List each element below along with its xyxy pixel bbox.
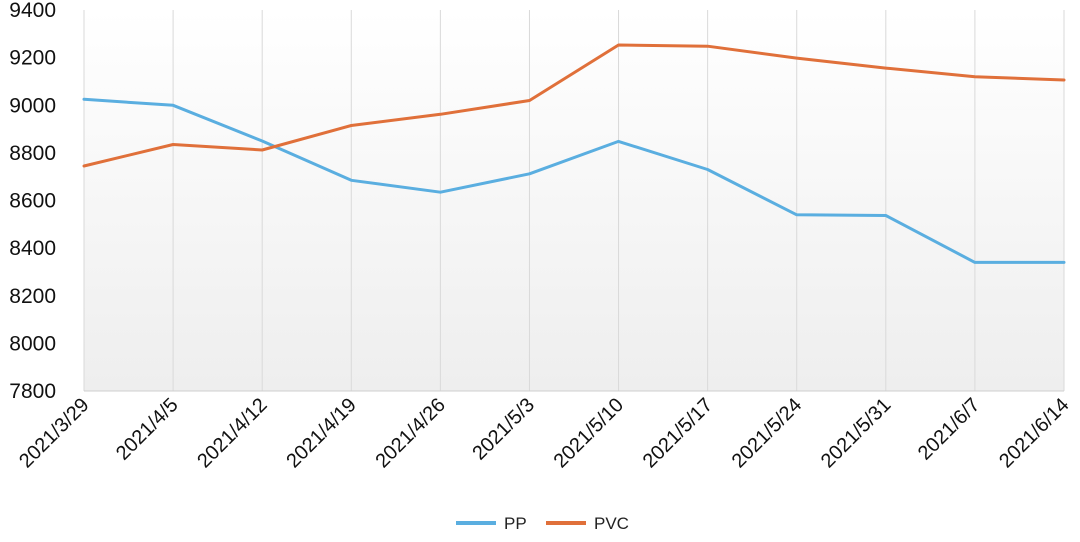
x-tick-label: 2021/4/19 bbox=[282, 394, 360, 472]
x-tick-label: 2021/3/29 bbox=[15, 394, 93, 472]
y-tick-label: 9200 bbox=[9, 47, 56, 70]
y-axis: 7800 8000 8200 8400 8600 8800 9000 9200 9400 bbox=[9, 0, 56, 403]
y-tick-label: 8800 bbox=[9, 142, 56, 165]
x-axis: 2021/3/29 2021/4/5 2021/4/12 2021/4/19 2021/… bbox=[15, 394, 1073, 472]
plot-area bbox=[84, 10, 1064, 391]
y-tick-label: 8600 bbox=[9, 190, 56, 213]
y-tick-label: 8200 bbox=[9, 285, 56, 308]
y-tick-label: 9400 bbox=[9, 0, 56, 22]
x-tick-label: 2021/6/7 bbox=[914, 394, 985, 465]
y-tick-label: 8400 bbox=[9, 237, 56, 260]
y-tick-label: 7800 bbox=[9, 380, 56, 403]
x-tick-label: 2021/4/26 bbox=[371, 394, 449, 472]
y-tick-label: 9000 bbox=[9, 94, 56, 117]
x-tick-label: 2021/5/3 bbox=[468, 394, 539, 465]
x-tick-label: 2021/4/12 bbox=[193, 394, 271, 472]
x-tick-label: 2021/5/17 bbox=[639, 394, 717, 472]
legend-label-pp: PP bbox=[504, 514, 527, 533]
x-tick-label: 2021/5/24 bbox=[728, 394, 806, 472]
x-tick-label: 2021/5/31 bbox=[817, 394, 895, 472]
series-line-pvc bbox=[82, 43, 1066, 168]
series-group bbox=[82, 43, 1066, 264]
y-tick-label: 8000 bbox=[9, 332, 56, 355]
x-tick-label: 2021/6/14 bbox=[995, 394, 1073, 472]
series-line-pp bbox=[82, 97, 1066, 264]
x-tick-label: 2021/4/5 bbox=[112, 394, 183, 465]
grid bbox=[83, 10, 1065, 392]
legend: PP PVC bbox=[456, 514, 629, 533]
legend-label-pvc: PVC bbox=[594, 514, 629, 533]
x-tick-label: 2021/5/10 bbox=[550, 394, 628, 472]
